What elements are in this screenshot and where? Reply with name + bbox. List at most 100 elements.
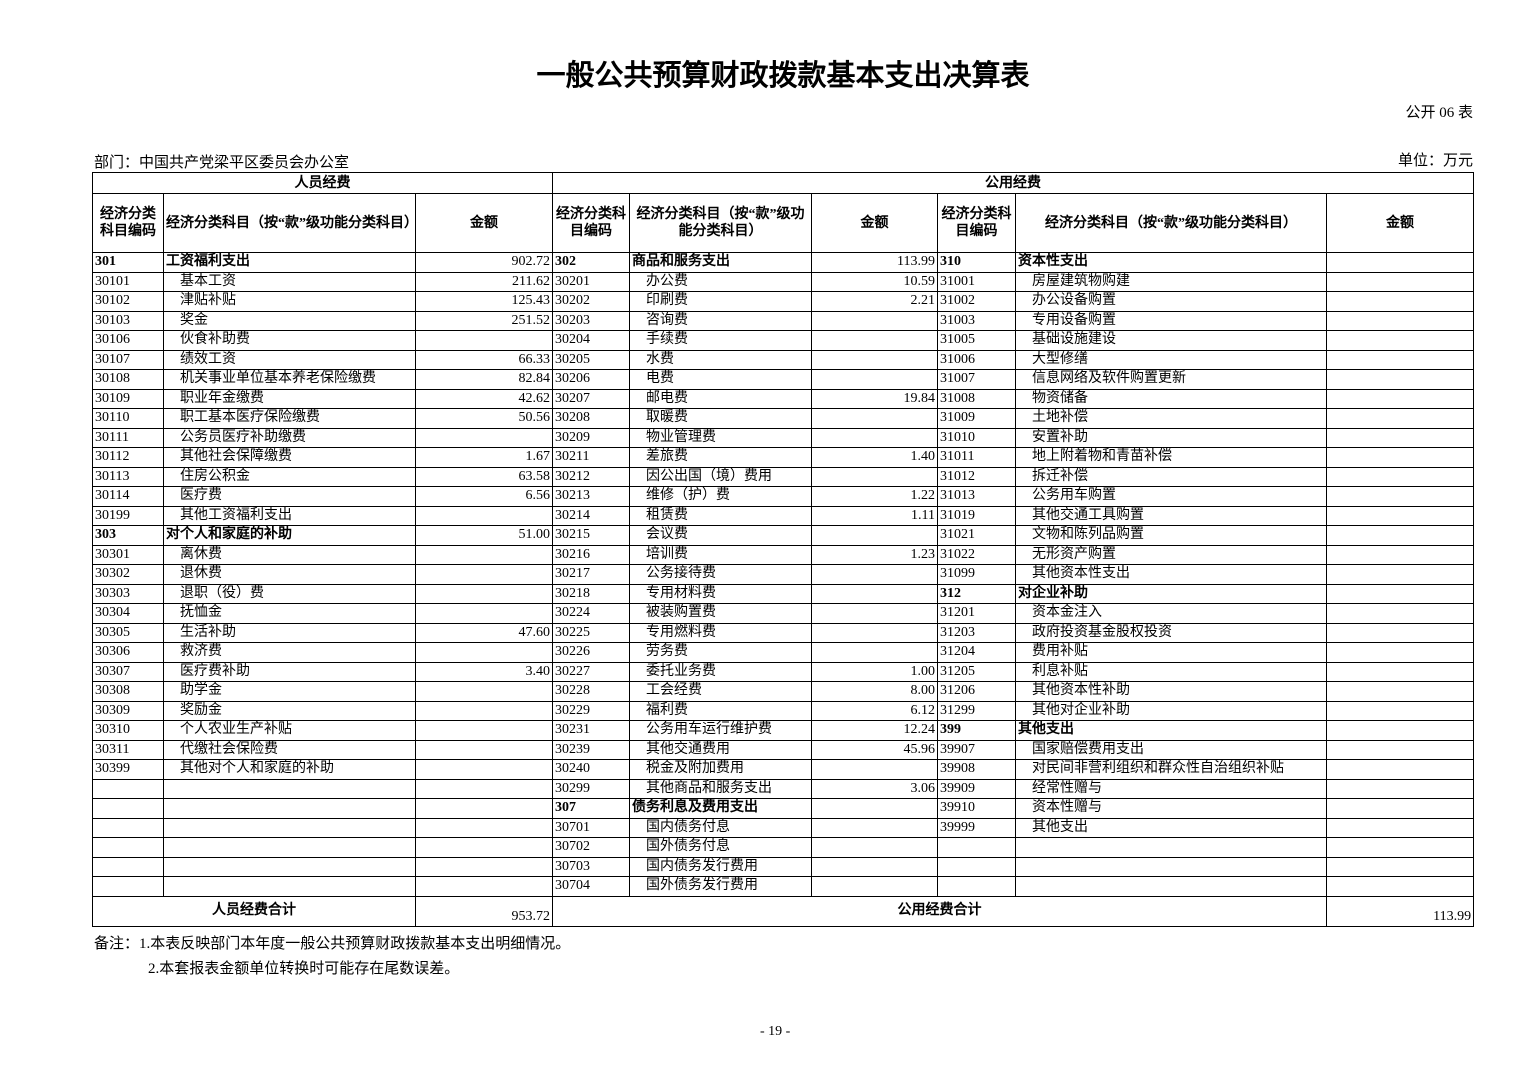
amount: 6.12 bbox=[811, 700, 939, 721]
item: 其他交通工具购置 bbox=[1015, 505, 1328, 526]
item: 公务接待费 bbox=[629, 564, 813, 585]
table-row: 307 债务利息及费用支出 39910 资本性赠与 bbox=[92, 798, 1475, 819]
code: 31008 bbox=[937, 388, 1017, 409]
table-row: 30703 国内债务发行费用 bbox=[92, 856, 1475, 877]
item: 助学金 bbox=[163, 681, 416, 702]
amount bbox=[811, 525, 939, 546]
table-row: 301 工资福利支出 902.72 302 商品和服务支出 113.99 310 资本性支出 bbox=[92, 252, 1475, 273]
amount bbox=[414, 642, 554, 663]
item: 费用补贴 bbox=[1015, 642, 1328, 663]
item: 印刷费 bbox=[629, 291, 813, 312]
code: 303 bbox=[92, 525, 164, 546]
item: 委托业务费 bbox=[629, 661, 813, 682]
table-row: 30113 住房公积金 63.58 30212 因公出国（境）费用 31012 拆迁补偿 bbox=[92, 466, 1475, 487]
item: 其他对个人和家庭的补助 bbox=[163, 759, 416, 780]
amount bbox=[1326, 564, 1475, 585]
item: 公务用车购置 bbox=[1015, 486, 1328, 507]
column-header: 金额 bbox=[1326, 193, 1475, 253]
amount: 1.67 bbox=[414, 447, 554, 468]
item: 住房公积金 bbox=[163, 466, 416, 487]
title: 一般公共预算财政拨款基本支出决算表 bbox=[536, 60, 1030, 92]
code: 31021 bbox=[937, 525, 1017, 546]
item: 公务员医疗补助缴费 bbox=[163, 427, 416, 448]
item bbox=[163, 798, 416, 819]
item: 国内债务发行费用 bbox=[629, 856, 813, 877]
amount: 113.99 bbox=[811, 252, 939, 273]
table-row: 30107 绩效工资 66.33 30205 水费 31006 大型修缮 bbox=[92, 349, 1475, 370]
code: 30701 bbox=[552, 817, 631, 838]
amount bbox=[1326, 759, 1475, 780]
item: 国外债务付息 bbox=[629, 837, 813, 858]
item: 专用燃料费 bbox=[629, 622, 813, 643]
code: 30114 bbox=[92, 486, 164, 507]
amount bbox=[1326, 739, 1475, 760]
code bbox=[92, 876, 164, 897]
item: 资本性支出 bbox=[1015, 252, 1328, 273]
code: 30311 bbox=[92, 739, 164, 760]
code: 30204 bbox=[552, 330, 631, 351]
item: 利息补贴 bbox=[1015, 661, 1328, 682]
table-row: 30311 代缴社会保险费 30239 其他交通费用 45.96 39907 国家赔偿费用支… bbox=[92, 739, 1475, 760]
amount bbox=[414, 603, 554, 624]
code bbox=[92, 817, 164, 838]
code: 30207 bbox=[552, 388, 631, 409]
amount bbox=[414, 876, 554, 897]
amount bbox=[811, 310, 939, 331]
total-value: 953.72 bbox=[414, 895, 554, 927]
item: 政府投资基金股权投资 bbox=[1015, 622, 1328, 643]
amount bbox=[414, 817, 554, 838]
code: 39910 bbox=[937, 798, 1017, 819]
item: 奖励金 bbox=[163, 700, 416, 721]
code: 30305 bbox=[92, 622, 164, 643]
code: 31203 bbox=[937, 622, 1017, 643]
table-row: 30309 奖励金 30229 福利费 6.12 31299 其他对企业补助 bbox=[92, 700, 1475, 721]
amount: 47.60 bbox=[414, 622, 554, 643]
item: 退休费 bbox=[163, 564, 416, 585]
table-row: 30111 公务员医疗补助缴费 30209 物业管理费 31010 安置补助 bbox=[92, 427, 1475, 448]
code: 30201 bbox=[552, 271, 631, 292]
total-row: 人员经费合计 953.72 公用经费合计 113.99 bbox=[92, 895, 1475, 927]
page-number: - 19 - bbox=[760, 1024, 791, 1039]
item bbox=[163, 876, 416, 897]
item: 救济费 bbox=[163, 642, 416, 663]
amount: 1.11 bbox=[811, 505, 939, 526]
amount bbox=[1326, 310, 1475, 331]
item: 无形资产购置 bbox=[1015, 544, 1328, 565]
code bbox=[92, 778, 164, 799]
amount: 50.56 bbox=[414, 408, 554, 429]
code: 30310 bbox=[92, 720, 164, 741]
code: 31003 bbox=[937, 310, 1017, 331]
code: 31002 bbox=[937, 291, 1017, 312]
amount: 3.40 bbox=[414, 661, 554, 682]
item: 房屋建筑物购建 bbox=[1015, 271, 1328, 292]
amount bbox=[1326, 466, 1475, 487]
item: 租赁费 bbox=[629, 505, 813, 526]
item bbox=[1015, 876, 1328, 897]
item: 其他商品和服务支出 bbox=[629, 778, 813, 799]
code: 31001 bbox=[937, 271, 1017, 292]
code: 30224 bbox=[552, 603, 631, 624]
amount bbox=[1326, 778, 1475, 799]
item: 办公费 bbox=[629, 271, 813, 292]
amount: 251.52 bbox=[414, 310, 554, 331]
table-row: 303 对个人和家庭的补助 51.00 30215 会议费 31021 文物和陈列品购置 bbox=[92, 525, 1475, 546]
item: 生活补助 bbox=[163, 622, 416, 643]
amount bbox=[414, 759, 554, 780]
amount bbox=[811, 642, 939, 663]
amount bbox=[414, 798, 554, 819]
item: 工会经费 bbox=[629, 681, 813, 702]
code: 30102 bbox=[92, 291, 164, 312]
table-row: 30702 国外债务付息 bbox=[92, 837, 1475, 858]
amount bbox=[1326, 291, 1475, 312]
table-row: 30310 个人农业生产补贴 30231 公务用车运行维护费 12.24 399 其他支出 bbox=[92, 720, 1475, 741]
amount bbox=[811, 876, 939, 897]
item: 地上附着物和青苗补偿 bbox=[1015, 447, 1328, 468]
code: 30208 bbox=[552, 408, 631, 429]
item: 绩效工资 bbox=[163, 349, 416, 370]
amount bbox=[1326, 642, 1475, 663]
column-header: 经济分类科目编码 bbox=[937, 193, 1017, 253]
amount: 51.00 bbox=[414, 525, 554, 546]
code: 30231 bbox=[552, 720, 631, 741]
amount: 19.84 bbox=[811, 388, 939, 409]
code: 30308 bbox=[92, 681, 164, 702]
